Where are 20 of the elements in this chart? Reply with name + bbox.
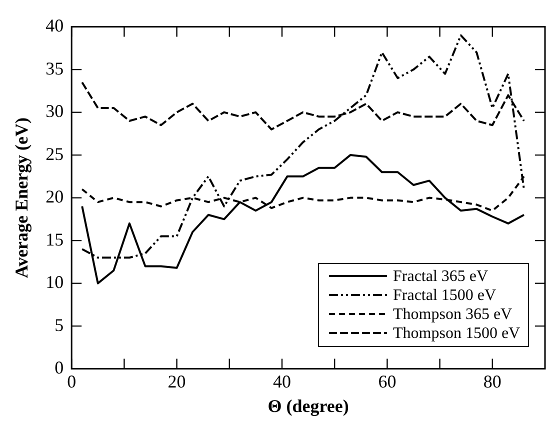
y-tick-label: 30	[46, 101, 64, 122]
x-axis-title: Θ (degree)	[268, 396, 349, 416]
y-tick-label: 15	[46, 229, 64, 250]
x-tick-label: 80	[483, 371, 502, 392]
x-tick-label: 0	[67, 371, 76, 392]
x-tick-label: 20	[168, 371, 186, 392]
y-axis-title: Average Energy (eV)	[11, 117, 32, 278]
y-tick-label: 40	[46, 16, 64, 36]
legend-label: Thompson 1500 eV	[393, 324, 520, 343]
legend-label: Fractal 365 eV	[393, 266, 488, 286]
y-tick-label: 0	[54, 358, 64, 378]
x-tick-label: 60	[378, 371, 396, 392]
y-tick-label: 5	[54, 314, 64, 335]
legend-label: Thompson 365 eV	[393, 304, 512, 324]
legend-label: Fractal 1500 eV	[393, 286, 496, 305]
y-tick-label: 25	[46, 144, 64, 164]
y-tick-label: 35	[46, 58, 64, 78]
y-tick-label: 20	[46, 186, 64, 207]
y-tick-label: 10	[46, 272, 64, 292]
x-tick-label: 40	[273, 371, 291, 392]
